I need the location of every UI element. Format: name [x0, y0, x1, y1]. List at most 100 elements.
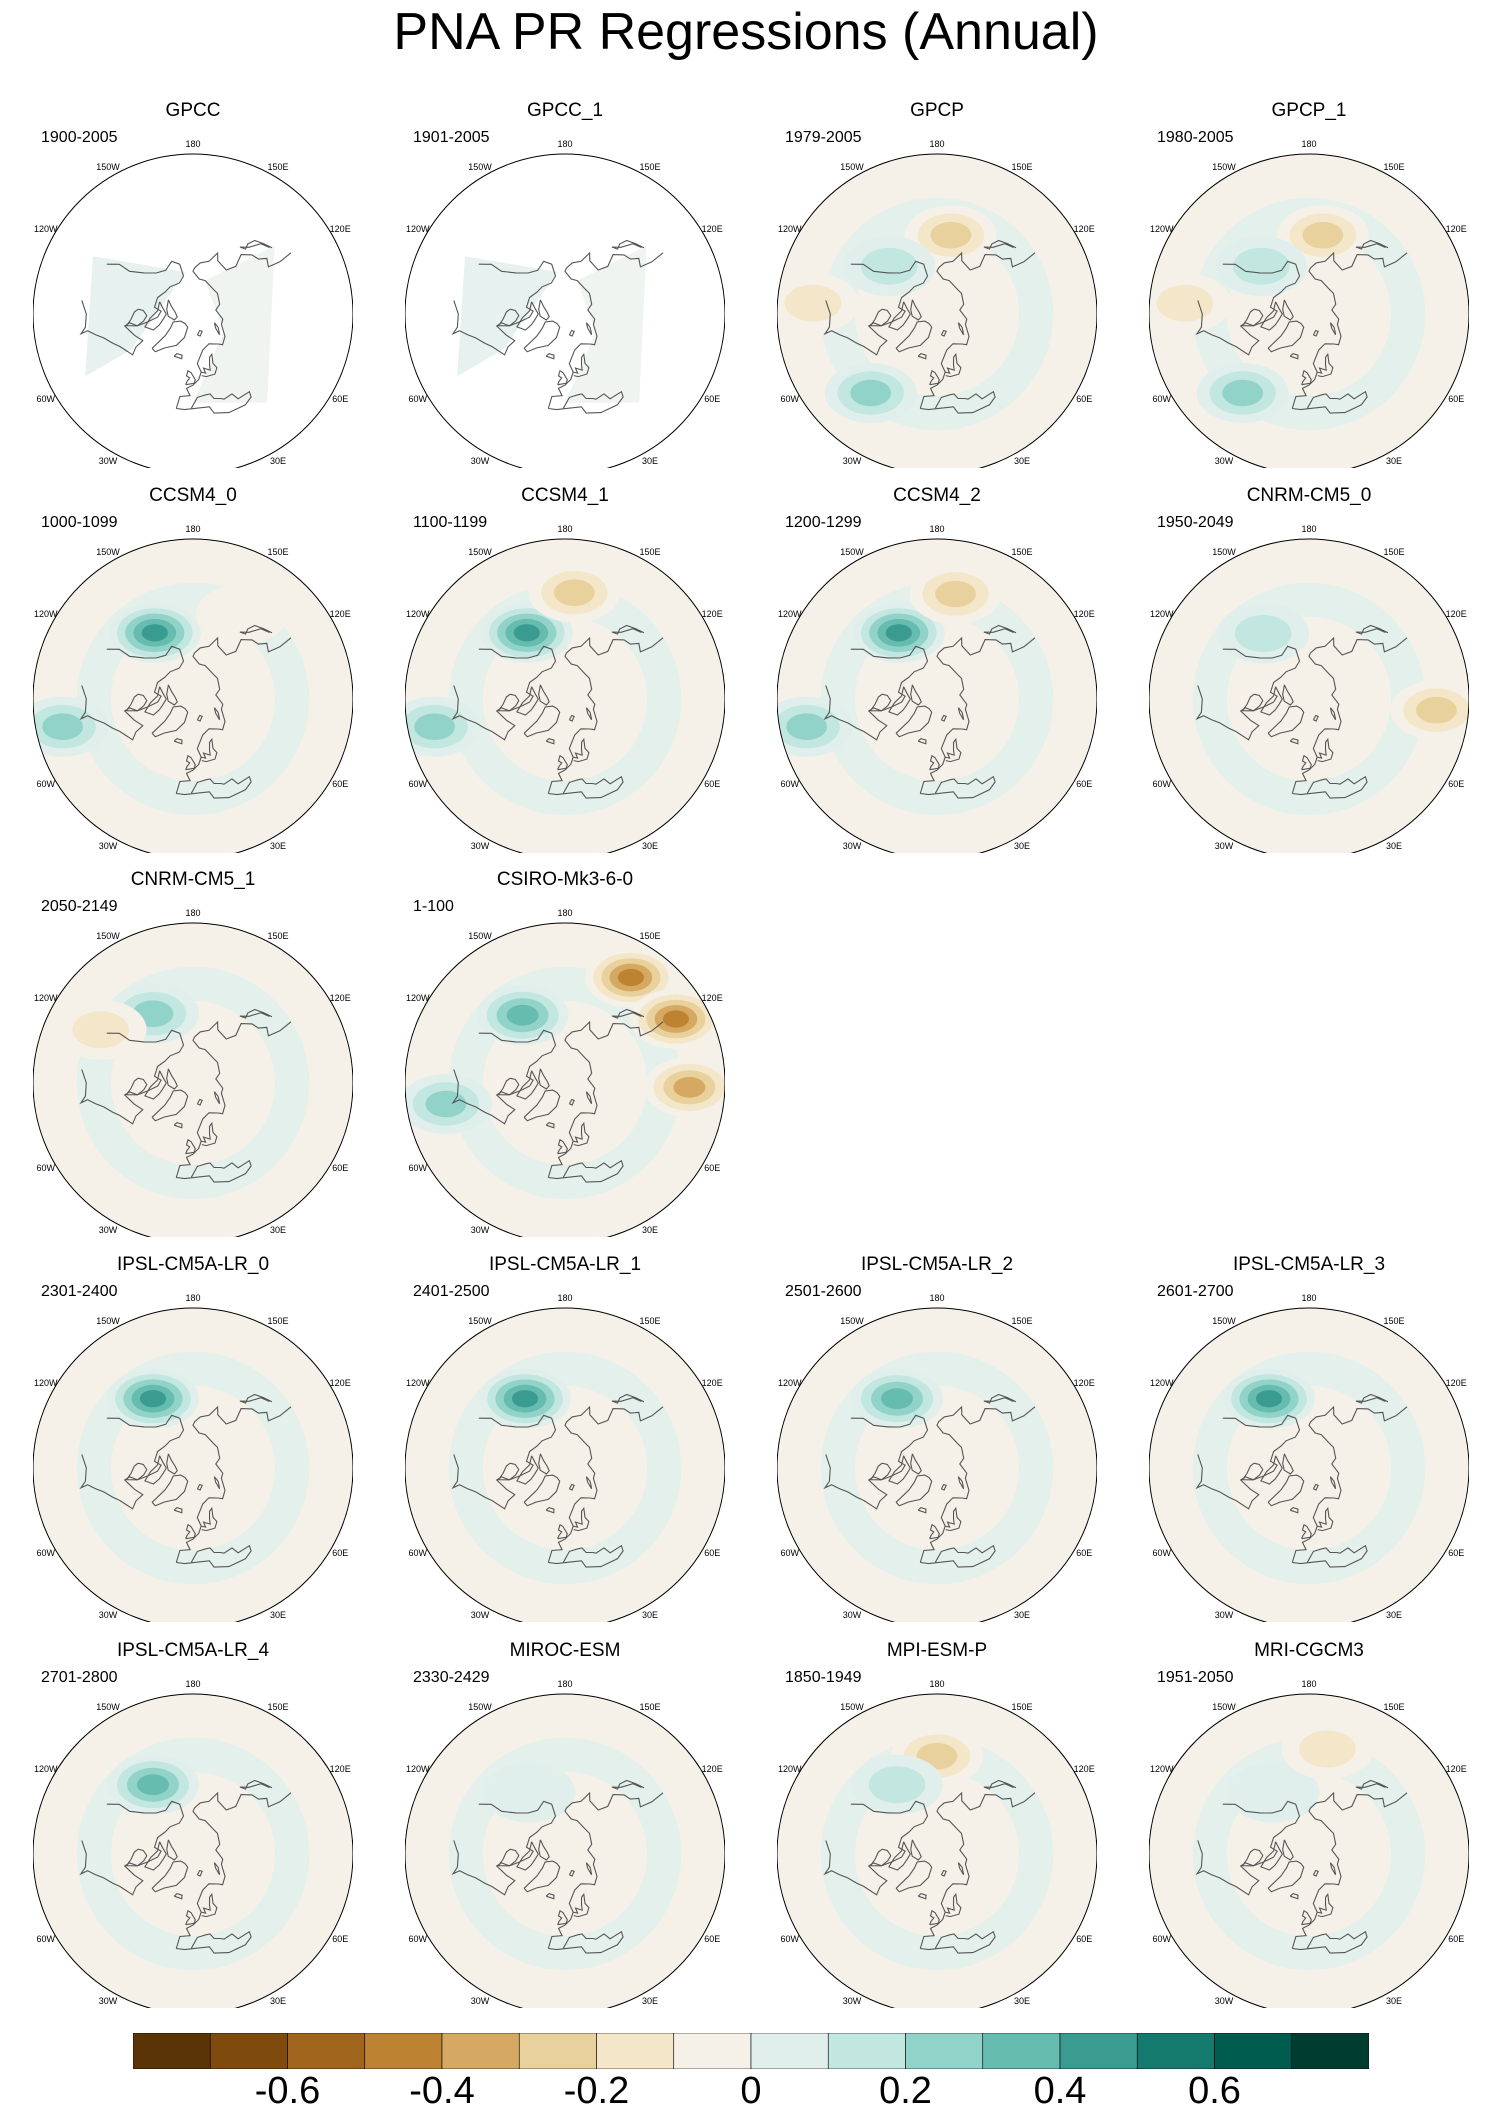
longitude-label: 60E: [704, 1934, 720, 1944]
land-field: [85, 256, 186, 377]
coastline: [1329, 1476, 1337, 1490]
colorbar-swatch: [287, 2033, 366, 2069]
coastline: [213, 1862, 221, 1876]
longitude-label: 120W: [34, 1378, 58, 1388]
longitude-label: 150E: [267, 1316, 288, 1326]
colorbar-swatch: [364, 2033, 443, 2069]
anomaly-contour: [195, 584, 288, 645]
coastline: [523, 1474, 561, 1507]
longitude-label: 180: [929, 139, 944, 149]
anomaly-contour: [139, 1390, 167, 1408]
coastline: [175, 1405, 292, 1563]
anomaly-contour: [1234, 615, 1292, 652]
background-field: [448, 1351, 682, 1585]
panel-years: 1950-2049: [1157, 514, 1234, 531]
map-panel: GPCP180150E120E90E60E30E030W60W90W120W15…: [777, 100, 1097, 470]
anomaly-contour: [662, 1010, 689, 1028]
longitude-label: 150E: [639, 1702, 660, 1712]
coastline: [1267, 1474, 1305, 1507]
coastline: [917, 352, 927, 360]
longitude-label: 30E: [1386, 841, 1402, 851]
coastline: [919, 1405, 1036, 1563]
coastline: [888, 686, 911, 716]
polar-map: 180150E120E90E60E30E030W60W90W120W150W: [33, 139, 353, 468]
coastline: [568, 1869, 575, 1877]
coastline: [957, 707, 965, 721]
colorbar-swatch: [596, 2033, 675, 2069]
coastline: [548, 1544, 624, 1568]
coastline: [1317, 737, 1334, 763]
longitude-label: 180: [185, 908, 200, 918]
colorbar-swatch: [750, 2033, 829, 2069]
longitude-label: 30E: [1014, 456, 1030, 466]
coastline: [151, 320, 189, 353]
anomaly-contour: [553, 579, 595, 606]
longitude-label: 180: [557, 139, 572, 149]
coastline: [166, 299, 178, 321]
coastline: [1317, 1506, 1334, 1532]
longitude-label: 60W: [1153, 394, 1172, 404]
longitude-label: 30E: [270, 1225, 286, 1235]
coastline: [1282, 299, 1294, 321]
coastline: [611, 1393, 645, 1404]
coastline: [175, 1791, 292, 1949]
coastline: [173, 1121, 183, 1129]
map-border: [1149, 1307, 1469, 1622]
coastline: [538, 1839, 550, 1861]
longitude-label: 120W: [406, 1764, 430, 1774]
colorbar-swatch: [827, 2033, 906, 2069]
map-panel: GPCC180150E120E90E60E30E030W60W90W120W15…: [33, 100, 353, 470]
coastline: [869, 693, 892, 712]
longitude-label: 120W: [778, 609, 802, 619]
longitude-label: 60E: [1448, 394, 1464, 404]
coastline: [1355, 624, 1389, 635]
longitude-label: 150W: [840, 547, 864, 557]
longitude-label: 120E: [1074, 1764, 1095, 1774]
coastline: [239, 239, 273, 250]
longitude-label: 180: [557, 908, 572, 918]
longitude-label: 150E: [1383, 547, 1404, 557]
longitude-label: 30W: [1215, 1996, 1234, 2006]
longitude-label: 60W: [781, 1934, 800, 1944]
coastline: [125, 693, 148, 712]
longitude-label: 30W: [843, 456, 862, 466]
longitude-label: 60E: [1076, 394, 1092, 404]
map-border: [1149, 1693, 1469, 2008]
colorbar-swatch: [133, 2033, 211, 2069]
panel-title: GPCC_1: [526, 100, 604, 121]
map-panel: IPSL-CM5A-LR_4180150E120E90E60E30E030W60…: [33, 1640, 353, 2010]
coastline: [1260, 1841, 1283, 1871]
coastline: [239, 1008, 273, 1019]
longitude-label: 180: [185, 1293, 200, 1303]
longitude-label: 150W: [96, 931, 120, 941]
longitude-label: 120W: [1150, 609, 1174, 619]
longitude-label: 60W: [37, 779, 56, 789]
coastline: [585, 707, 593, 721]
polar-map: 180150E120E90E60E30E030W60W90W120W150W: [33, 524, 353, 853]
panel-years: 1900-2005: [41, 129, 118, 146]
polar-map: 180150E120E90E60E30E030W60W90W120W150W: [777, 1679, 1097, 2008]
coastline: [547, 1020, 664, 1178]
coastline: [201, 352, 218, 378]
longitude-label: 60W: [37, 394, 56, 404]
coastline: [545, 737, 555, 745]
coastline: [869, 1848, 892, 1867]
longitude-label: 150W: [96, 1702, 120, 1712]
coastline: [545, 1506, 555, 1514]
coastline: [929, 1909, 940, 1926]
map-border: [777, 153, 1097, 468]
coastline: [888, 301, 911, 331]
longitude-label: 60E: [704, 1163, 720, 1173]
longitude-label: 120E: [330, 993, 351, 1003]
map-border: [777, 538, 1097, 853]
colorbar-swatch: [518, 2033, 597, 2069]
polar-map: 180150E120E90E60E30E030W60W90W120W150W: [1149, 139, 1469, 468]
coastline: [1267, 705, 1305, 738]
longitude-label: 180: [1301, 524, 1316, 534]
coastline: [125, 1077, 148, 1096]
map-border: [1149, 538, 1469, 853]
longitude-label: 180: [1301, 1679, 1316, 1689]
coastline: [1312, 329, 1319, 337]
coastline: [895, 705, 933, 738]
land-field: [457, 256, 558, 377]
